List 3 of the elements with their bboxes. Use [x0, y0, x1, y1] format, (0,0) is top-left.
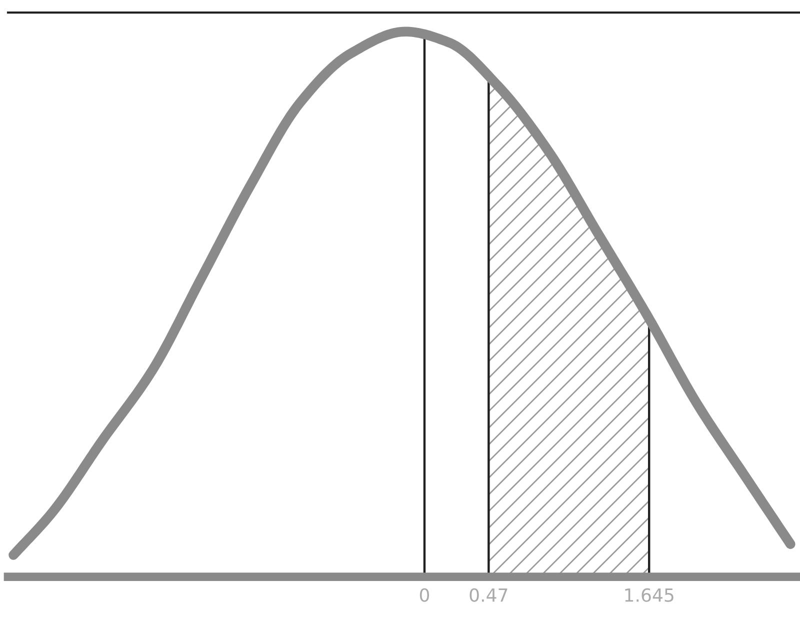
x-tick-label: 1.645 — [625, 588, 674, 602]
x-tick-label: 0 — [420, 588, 430, 602]
x-tick-label: 0.47 — [470, 588, 508, 602]
